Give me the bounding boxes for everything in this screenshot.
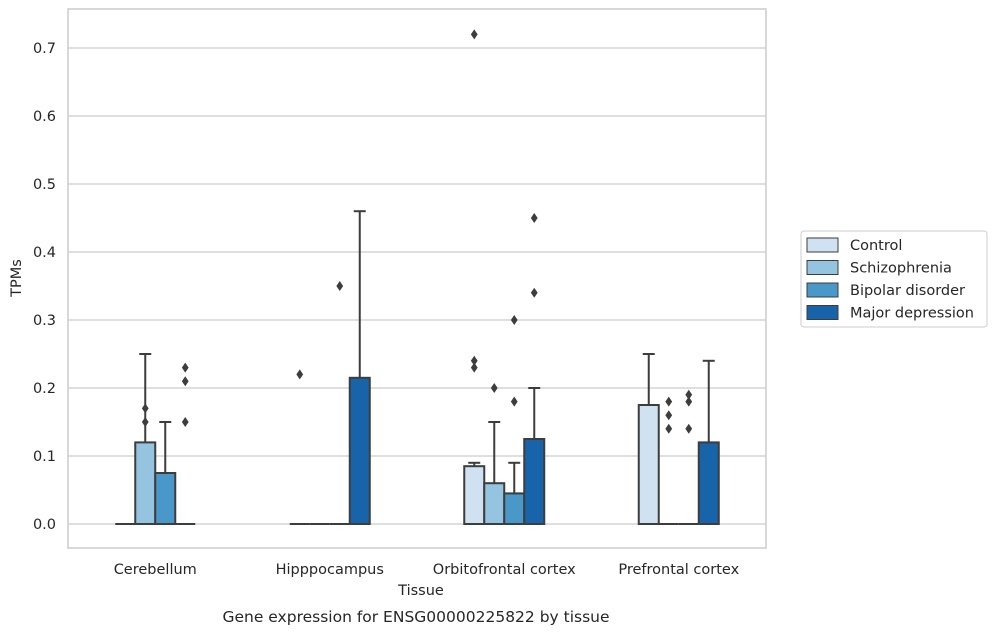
x-tick-label: Prefrontal cortex: [618, 562, 739, 578]
box-0-3: [637, 353, 660, 525]
box-3-3: [697, 359, 720, 525]
outlier-point: [490, 383, 498, 393]
outlier-point: [510, 396, 518, 407]
legend-swatch: [806, 282, 839, 298]
box-3-0: [175, 362, 196, 525]
outlier-point: [296, 369, 304, 380]
legend-label: Schizophrenia: [850, 261, 952, 277]
outlier-point: [510, 315, 518, 325]
legend-swatch: [806, 260, 839, 275]
box-2-0: [154, 421, 177, 525]
y-tick-label: 0.5: [33, 177, 56, 193]
plot-frame: [67, 8, 767, 549]
outlier-point: [181, 376, 189, 387]
x-tick-labels: Cerebellum Hipppocampus Orbitofrontal cort…: [114, 562, 740, 578]
legend-label: Major depression: [850, 306, 974, 322]
box-3-2: [523, 213, 546, 525]
outlier-point: [685, 389, 693, 400]
outlier-point: [336, 281, 344, 291]
outlier-point: [181, 417, 189, 427]
y-tick-label: 0.2: [33, 381, 56, 397]
y-tick-label: 0.7: [33, 41, 56, 57]
box-rect: [483, 482, 506, 526]
box-rect: [463, 465, 486, 526]
legend-label: Bipolar disorder: [850, 283, 965, 299]
box-rect: [154, 472, 177, 525]
outlier-point: [470, 355, 478, 366]
x-axis-label: Tissue: [397, 583, 444, 599]
y-tick-label: 0.6: [33, 109, 56, 125]
box-rect: [134, 441, 157, 525]
y-tick-labels: 0.0 0.1 0.2 0.3 0.4 0.5 0.6 0.7: [33, 41, 56, 533]
x-tick-label: Cerebellum: [114, 562, 197, 578]
box-rect: [348, 376, 371, 525]
box-1-3: [658, 396, 679, 525]
outlier-point: [665, 410, 673, 421]
outlier-point: [665, 396, 673, 407]
legend: Control Schizophrenia Bipolar disorder Majo…: [800, 230, 988, 328]
outlier-point: [530, 287, 538, 298]
x-tick-label: Hipppocampus: [276, 562, 384, 578]
y-tick-label: 0.1: [33, 449, 56, 465]
outlier-point: [685, 423, 693, 434]
outlier-point: [470, 29, 478, 40]
outlier-point: [470, 362, 478, 373]
outlier-point: [141, 417, 149, 427]
y-tick-label: 0.3: [33, 313, 56, 329]
y-tick-label: 0.0: [33, 517, 56, 533]
box-layer: [115, 29, 720, 526]
outlier-point: [181, 362, 189, 373]
legend-frame: [800, 230, 988, 328]
outlier-point: [665, 423, 673, 434]
outlier-point: [530, 213, 538, 223]
box-2-3: [678, 389, 699, 525]
legend-entries: Control Schizophrenia Bipolar disorder Majo…: [806, 237, 974, 322]
box-rect: [697, 441, 720, 525]
y-axis-label: TPMs: [9, 259, 25, 298]
x-tick-label: Orbitofrontal cortex: [433, 562, 576, 578]
outlier-point: [685, 396, 693, 407]
legend-label: Control: [850, 238, 902, 254]
legend-swatch: [806, 305, 839, 320]
box-rect: [503, 492, 526, 525]
chart-caption: Gene expression for ENSG00000225822 by t…: [222, 608, 609, 626]
box-2-1: [329, 281, 350, 525]
y-tick-label: 0.4: [33, 245, 56, 261]
box-rect: [523, 438, 546, 525]
box-rect: [637, 404, 660, 525]
legend-swatch: [806, 237, 839, 253]
box-0-1: [289, 369, 310, 525]
box-3-1: [348, 210, 371, 525]
outlier-point: [141, 403, 149, 414]
